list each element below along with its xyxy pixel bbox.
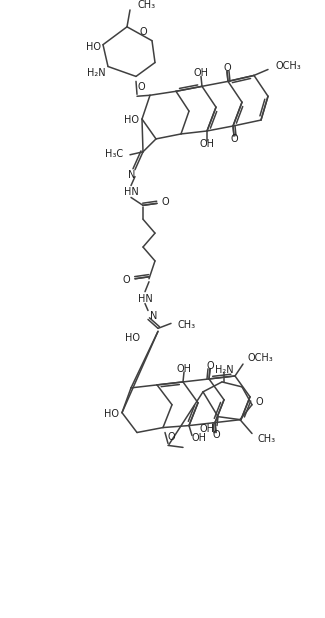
Text: HO: HO — [125, 333, 140, 343]
Text: HN: HN — [137, 294, 152, 303]
Text: HO: HO — [86, 41, 101, 52]
Text: OH: OH — [200, 423, 215, 434]
Text: HN: HN — [124, 187, 138, 198]
Text: O: O — [223, 64, 231, 74]
Text: CH₃: CH₃ — [137, 0, 155, 10]
Text: HO: HO — [124, 115, 139, 125]
Text: OH: OH — [176, 364, 191, 374]
Text: O: O — [212, 431, 220, 441]
Text: CH₃: CH₃ — [178, 320, 196, 331]
Text: OH: OH — [193, 69, 209, 78]
Text: O: O — [168, 433, 176, 442]
Text: O: O — [230, 134, 238, 144]
Text: OCH₃: OCH₃ — [276, 62, 302, 72]
Text: O: O — [256, 397, 264, 407]
Text: OH: OH — [192, 433, 207, 444]
Text: H₂N: H₂N — [215, 365, 233, 375]
Text: CH₃: CH₃ — [258, 434, 276, 444]
Text: N: N — [150, 311, 157, 321]
Text: O: O — [123, 275, 130, 285]
Text: OCH₃: OCH₃ — [247, 353, 273, 363]
Text: N: N — [128, 169, 136, 180]
Text: O: O — [162, 197, 170, 208]
Text: OH: OH — [200, 139, 214, 149]
Text: O: O — [139, 27, 147, 37]
Text: O: O — [138, 82, 146, 92]
Text: H₃C: H₃C — [105, 149, 123, 159]
Text: H₂N: H₂N — [87, 69, 106, 78]
Text: HO: HO — [104, 408, 119, 418]
Text: O: O — [206, 361, 214, 371]
